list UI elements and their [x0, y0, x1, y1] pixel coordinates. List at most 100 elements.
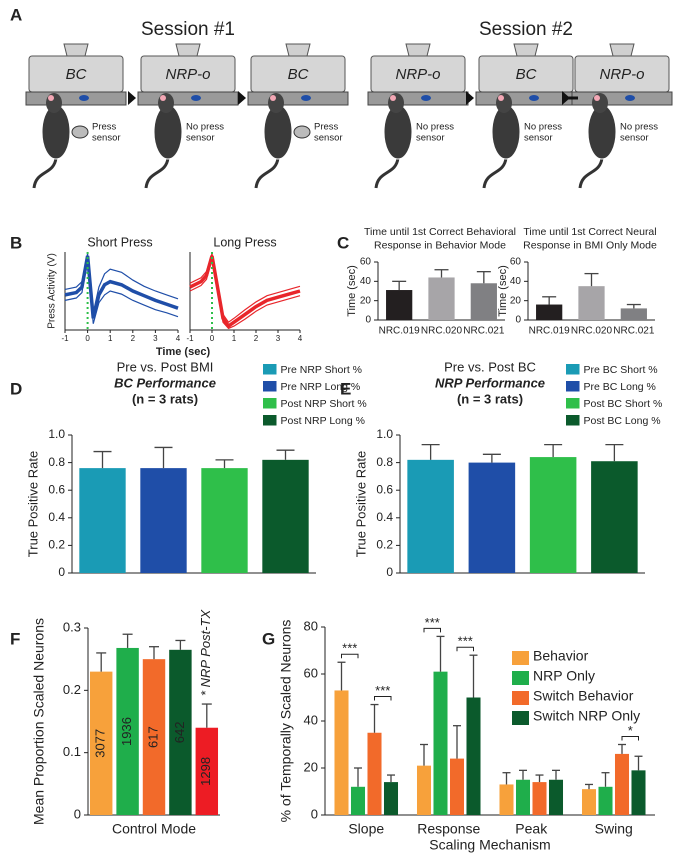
panel-label: D [10, 379, 22, 398]
legend-label: Post NRP Long % [281, 415, 365, 427]
y-tick-label: 40 [510, 276, 522, 287]
y-axis-label: Time (sec) [346, 265, 358, 317]
bar [262, 459, 309, 573]
legend-swatch [512, 671, 529, 685]
rat-head [46, 93, 62, 113]
bar [350, 786, 366, 815]
x-tick-label: 3 [153, 334, 158, 343]
x-tick-label: NRC.020 [571, 326, 613, 337]
chart-title: Time until 1st Correct Neural [523, 226, 656, 238]
count-label: 3077 [93, 729, 108, 758]
y-tick-label: 0.1 [63, 744, 81, 759]
rat-body [263, 104, 293, 160]
bar [515, 779, 531, 815]
significance-bracket [374, 696, 392, 701]
y-tick-label: 20 [304, 759, 318, 774]
x-tick-label: NRC.019 [529, 326, 571, 337]
rat-tail [144, 157, 170, 189]
sensor-label: sensor [186, 133, 215, 144]
rat-head [388, 93, 404, 113]
significance-bracket [341, 653, 359, 659]
x-tick-label: 0 [85, 334, 90, 343]
sensor-label: sensor [620, 133, 649, 144]
screen-label: NRP-o [599, 66, 644, 83]
x-tick-label: -1 [186, 334, 194, 343]
significance-label: *** [425, 615, 440, 630]
session-title: Session #2 [479, 19, 573, 40]
x-tick-label: 3 [276, 334, 281, 343]
panel-label: C [337, 233, 349, 252]
significance-bracket [621, 736, 639, 741]
chart-title: (n = 3 rats) [457, 391, 523, 406]
legend-swatch [263, 364, 277, 375]
rat-body [153, 104, 183, 160]
arrow-head [238, 91, 246, 105]
legend-swatch [566, 415, 580, 426]
y-tick-label: 0 [386, 565, 393, 579]
screen-top [609, 43, 635, 57]
x-tick-label: Slope [348, 821, 384, 837]
lever [301, 95, 311, 101]
y-tick-label: 0 [515, 315, 521, 326]
chamber-base [571, 91, 673, 106]
chart-title: BC Performance [114, 375, 216, 390]
screen-top [285, 43, 311, 57]
screen-top [175, 43, 201, 57]
y-tick-label: 60 [510, 257, 522, 268]
y-tick-label: 0.8 [376, 455, 393, 469]
legend-swatch [263, 398, 277, 409]
bar [591, 461, 638, 573]
y-tick-label: 20 [360, 295, 372, 306]
screen-label: NRP-o [165, 66, 210, 83]
legend-label: Switch Behavior [533, 688, 634, 704]
significance-label: * [628, 723, 633, 738]
panel-label: F [10, 629, 20, 648]
rat-tail [482, 157, 508, 189]
y-tick-label: 0 [58, 565, 65, 579]
y-tick-label: 0.2 [63, 682, 81, 697]
bar [468, 462, 516, 573]
lever [625, 95, 635, 101]
y-tick-label: 0.2 [376, 538, 393, 552]
chamber-base [475, 91, 577, 106]
significance-label: *** [458, 634, 473, 649]
rat-ear [498, 95, 504, 101]
legend-swatch [512, 691, 529, 705]
x-tick-label: 2 [131, 334, 136, 343]
band-line [189, 253, 301, 324]
screen-top [405, 43, 431, 57]
annotation: * NRP Post-TX [198, 609, 213, 697]
legend-swatch [566, 364, 580, 375]
arrow-head [466, 91, 474, 105]
legend-label: Pre NRP Long % [281, 381, 361, 393]
x-tick-label: 0 [210, 334, 215, 343]
bar [116, 647, 139, 815]
x-tick-label: Swing [595, 821, 633, 837]
y-axis-label: % of Temporally Scaled Neurons [278, 620, 294, 823]
press-sensor [293, 125, 311, 139]
bar [416, 765, 432, 815]
sensor-label: Press [92, 122, 117, 133]
arrow-head [562, 91, 570, 105]
y-tick-label: 60 [360, 257, 372, 268]
bar [532, 782, 547, 815]
rat-ear [270, 95, 276, 101]
rat-body [587, 104, 617, 160]
chamber-base [367, 91, 469, 106]
y-tick-label: 0.2 [48, 538, 65, 552]
rat-head [268, 93, 284, 113]
y-tick-label: 0.8 [48, 455, 65, 469]
x-axis-label: Time (sec) [156, 346, 211, 358]
chart-title: NRP Performance [435, 375, 545, 390]
bar [383, 782, 399, 815]
x-tick-label: 4 [298, 334, 303, 343]
significance-label: *** [342, 641, 357, 656]
sensor-label: sensor [416, 133, 445, 144]
screen-label: NRP-o [395, 66, 440, 83]
y-tick-label: 40 [304, 712, 318, 727]
y-tick-label: 40 [360, 276, 372, 287]
y-tick-label: 0 [74, 806, 81, 821]
rat-tail [254, 157, 280, 189]
bar [89, 671, 113, 815]
legend-swatch [263, 381, 277, 392]
